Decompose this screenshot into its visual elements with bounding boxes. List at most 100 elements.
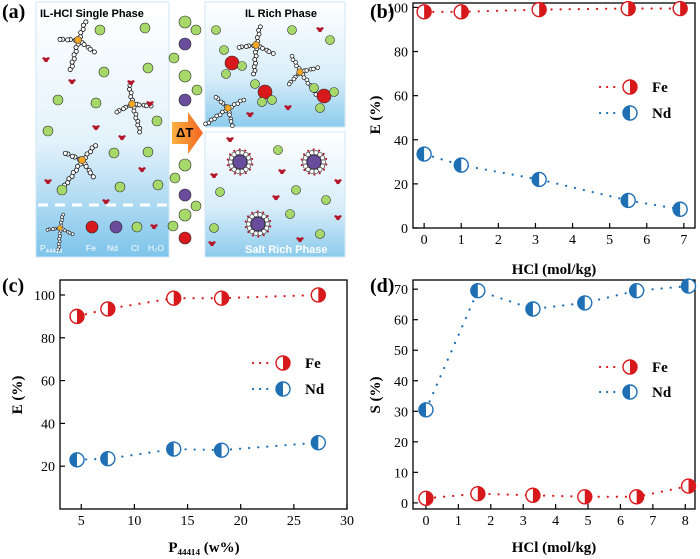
cl-ion-7	[42, 125, 54, 137]
il-rich-fe-0	[224, 55, 240, 71]
il-rich-cl-3	[250, 79, 260, 89]
nd-cluster-1-s7	[228, 159, 234, 165]
legend-fe-ball	[85, 220, 99, 234]
il-rich-water-2	[246, 112, 254, 118]
mid-ion-1	[178, 37, 192, 51]
nd-cluster-2-s10	[309, 150, 315, 156]
nd-cluster-1-s10	[235, 150, 241, 156]
mid-cl-3	[169, 172, 181, 184]
il-molecule-1-c1-2	[81, 42, 87, 48]
data-point-nd-0-fill	[70, 452, 78, 467]
chart-panel-b: (b) 0 1 2 3 4 5 6 7 0 20 40 60 80 100 HCl (mol/kg) E …	[368, 0, 696, 278]
data-point-fe-1	[453, 4, 469, 20]
x-tick-label-8: 8	[682, 514, 689, 529]
salt-rich-water-2-h1	[210, 173, 213, 176]
x-tick-label-6: 6	[643, 233, 650, 248]
nd-cluster-2-w13	[325, 157, 328, 161]
nd-cluster-2-w9	[307, 149, 310, 152]
nd-cluster-3-s0	[264, 221, 270, 227]
salt-rich-water-3-h2	[339, 179, 342, 182]
nd-cluster-2-w5	[303, 168, 306, 172]
nd-cluster-3-w12	[266, 214, 269, 218]
legend-nd-label: Nd	[107, 243, 118, 253]
nd-cluster-3-w13	[269, 219, 272, 223]
data-point-nd-4-fill	[311, 435, 319, 450]
legend-marker-nd	[622, 384, 638, 400]
water-1-h2	[132, 80, 135, 83]
y-tick-label-6: 60	[394, 314, 408, 329]
data-point-fe-4	[628, 489, 645, 505]
il-rich-molecule-1-p	[252, 41, 260, 49]
il-rich-molecule-1-c1-4	[266, 49, 272, 54]
nd-cluster-3	[244, 210, 272, 238]
nd-cluster-2-s1	[320, 163, 326, 169]
nd-cluster-2-w1	[322, 168, 326, 171]
mid-ion-0	[178, 15, 192, 29]
nd-cluster-1-w3	[239, 173, 242, 176]
il-rich-water-0	[316, 27, 324, 33]
il-rich-water-1-h1	[284, 105, 288, 108]
data-point-nd-0	[418, 402, 434, 418]
nd-cluster-2-w11	[318, 149, 321, 152]
il-rich-cl-1	[237, 61, 247, 71]
water-8	[102, 199, 110, 205]
data-point-nd-2	[531, 171, 547, 188]
salt-rich-water-5	[208, 241, 216, 247]
nd-cluster-1-s5	[231, 166, 237, 172]
legend-b-nd: Nd	[652, 106, 672, 122]
il-molecule-1-c1-5	[91, 49, 97, 55]
y-tick-label-4: 100	[34, 289, 55, 304]
data-point-nd-2	[166, 441, 182, 457]
il-molecule-3-c2-3	[69, 153, 75, 159]
il-rich-molecule-2	[286, 53, 320, 97]
il-rich-water-2-h2	[251, 112, 254, 115]
water-3-h1	[146, 101, 149, 104]
data-point-nd-2	[525, 301, 541, 317]
legend-p-label: P44414	[40, 243, 63, 255]
data-point-nd-0-fill	[417, 147, 425, 162]
il-rich-molecule-1-c0-5	[257, 24, 263, 30]
il-molecule-3-c1-2	[83, 163, 89, 169]
salt-rich-water-1-h2	[283, 169, 286, 172]
data-point-fe-5	[680, 478, 697, 494]
y-tick-label-1: 20	[394, 178, 408, 193]
salt-rich-water-0-h2	[231, 137, 234, 140]
salt-rich-water-4-h1	[296, 237, 300, 240]
salt-rich-water-7	[334, 215, 342, 221]
series-line-nd	[424, 285, 690, 411]
salt-rich-cl-5	[315, 229, 325, 239]
nd-cluster-3-s3	[257, 230, 263, 236]
nd-cluster-3-w5	[247, 230, 250, 234]
legend-marker-fe	[275, 355, 291, 371]
nd-cluster-3-w8	[246, 215, 250, 218]
salt-rich-water-6-h2	[277, 195, 280, 198]
il-molecule-2	[114, 83, 154, 135]
data-point-fe-3	[577, 489, 593, 505]
il-molecule-1-c0-5	[83, 19, 89, 25]
nd-cluster-1-core	[232, 154, 248, 170]
salt-rich-cl-4	[209, 223, 219, 233]
data-point-fe-4-fill	[318, 287, 326, 302]
data-point-nd-1-fill	[100, 451, 108, 466]
water-0-h2	[47, 57, 50, 60]
x-tick-label-3: 3	[520, 514, 527, 529]
data-point-fe-0-fill	[425, 491, 433, 506]
schematic-particles	[42, 15, 342, 252]
y-tick-label-3: 60	[394, 90, 408, 105]
data-point-nd-1	[470, 282, 486, 299]
water-8-h1	[102, 199, 105, 202]
salt-rich-water-2	[210, 173, 218, 179]
il-rich-cl-7	[329, 87, 339, 97]
chart-d-marks: 0 1 2 3 4 5 6 7 8 0 10 20 30 40 50 60 70	[394, 278, 697, 529]
il-molecule-3-p	[78, 156, 86, 164]
nd-cluster-3-s6	[246, 225, 252, 231]
il-rich-molecule-2-p	[296, 68, 304, 76]
data-point-fe-1-fill	[107, 301, 115, 316]
mid-cl-1	[168, 52, 180, 64]
nd-cluster-3-s13	[264, 217, 270, 223]
legend-water-h2	[155, 224, 158, 227]
data-point-nd-3	[577, 295, 593, 311]
salt-rich-water-7-h2	[339, 215, 342, 218]
mid-ion-7	[178, 231, 192, 245]
il-rich-molecule-2-c1-2	[304, 68, 309, 73]
